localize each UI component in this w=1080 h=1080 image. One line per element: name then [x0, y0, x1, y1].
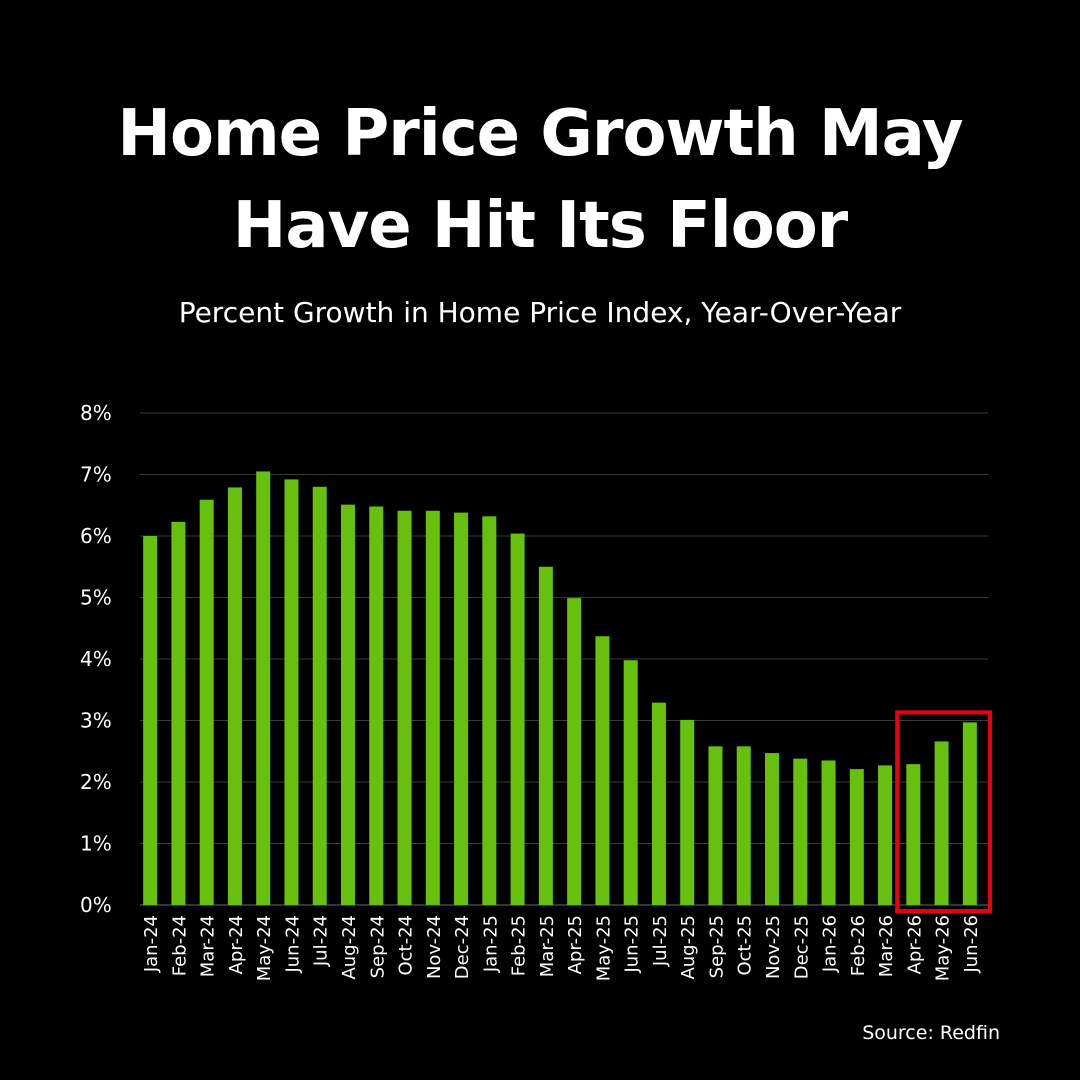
bar: [256, 471, 271, 905]
x-tick-label: Oct-24: [396, 915, 417, 976]
x-tick-label: Sep-24: [367, 915, 388, 978]
bar: [454, 512, 469, 905]
x-tick-label: May-26: [933, 915, 954, 981]
y-tick-label: 7%: [80, 463, 112, 487]
x-tick-label: Apr-24: [226, 915, 247, 974]
x-tick-label: Aug-25: [678, 915, 699, 980]
x-tick-label: Dec-24: [452, 915, 473, 979]
bar: [199, 499, 214, 905]
bar: [482, 516, 497, 905]
y-tick-label: 2%: [80, 770, 112, 794]
x-tick-label: Jan-26: [820, 915, 841, 973]
chart-title: Home Price Growth May Have Hit Its Floor: [0, 88, 1080, 272]
bar: [793, 758, 808, 905]
bar: [510, 533, 525, 905]
x-tick-label: May-24: [254, 915, 275, 981]
x-tick-label: Jan-25: [480, 915, 501, 973]
bar: [341, 504, 355, 905]
bar: [906, 764, 921, 905]
bar: [369, 506, 384, 905]
bar: [878, 765, 893, 905]
title-line-2: Have Hit Its Floor: [232, 189, 848, 263]
bar: [171, 521, 186, 905]
bar: [567, 598, 582, 905]
x-tick-label: Jul-25: [650, 915, 671, 967]
y-tick-label: 4%: [80, 647, 112, 671]
x-tick-label: Apr-26: [904, 915, 925, 974]
highlight-box: [895, 710, 993, 913]
bar: [538, 566, 553, 905]
x-tick-label: Sep-25: [706, 915, 727, 978]
x-tick-label: Jul-24: [311, 915, 332, 967]
x-tick-label: Feb-25: [509, 915, 530, 976]
y-tick-label: 0%: [80, 893, 112, 917]
bar: [736, 746, 751, 905]
x-tick-label: Aug-24: [339, 915, 360, 980]
y-tick-label: 8%: [80, 401, 112, 425]
x-tick-label: Dec-25: [791, 915, 812, 979]
y-tick-label: 3%: [80, 709, 112, 733]
bar: [821, 760, 836, 905]
x-tick-label: Jun-25: [622, 915, 643, 974]
y-tick-label: 6%: [80, 524, 112, 548]
x-tick-label: Mar-26: [876, 915, 897, 977]
bar: [708, 746, 723, 905]
x-tick-label: Jun-26: [961, 915, 982, 974]
bar: [227, 487, 242, 905]
x-tick-label: Jan-24: [141, 915, 162, 973]
bar: [849, 769, 864, 905]
bar: [397, 510, 412, 905]
x-tick-label: Nov-25: [763, 915, 784, 979]
chart-subtitle: Percent Growth in Home Price Index, Year…: [178, 296, 902, 329]
bar: [284, 479, 299, 905]
title-line-1: Home Price Growth May: [117, 97, 963, 171]
bar: [934, 741, 949, 905]
x-tick-label: Mar-25: [537, 915, 558, 977]
x-tick-label: Apr-25: [565, 915, 586, 974]
x-tick-label: Feb-26: [848, 915, 869, 976]
bar: [962, 722, 977, 905]
x-tick-label: May-25: [593, 915, 614, 981]
bar: [143, 536, 158, 905]
y-tick-label: 1%: [80, 832, 112, 856]
x-tick-label: Jun-24: [282, 915, 303, 974]
bar: [312, 486, 327, 905]
x-tick-label: Oct-25: [735, 915, 756, 976]
bar: [765, 753, 779, 905]
bar: [425, 510, 440, 905]
x-tick-label: Mar-24: [198, 915, 219, 977]
x-tick-label: Nov-24: [424, 915, 445, 979]
bar: [595, 636, 610, 905]
bar: [623, 660, 638, 905]
bar: [651, 702, 666, 905]
y-tick-label: 5%: [80, 586, 112, 610]
source-note: Source: Redfin: [862, 1022, 1000, 1044]
bar: [680, 719, 695, 905]
x-tick-label: Feb-24: [169, 915, 190, 976]
